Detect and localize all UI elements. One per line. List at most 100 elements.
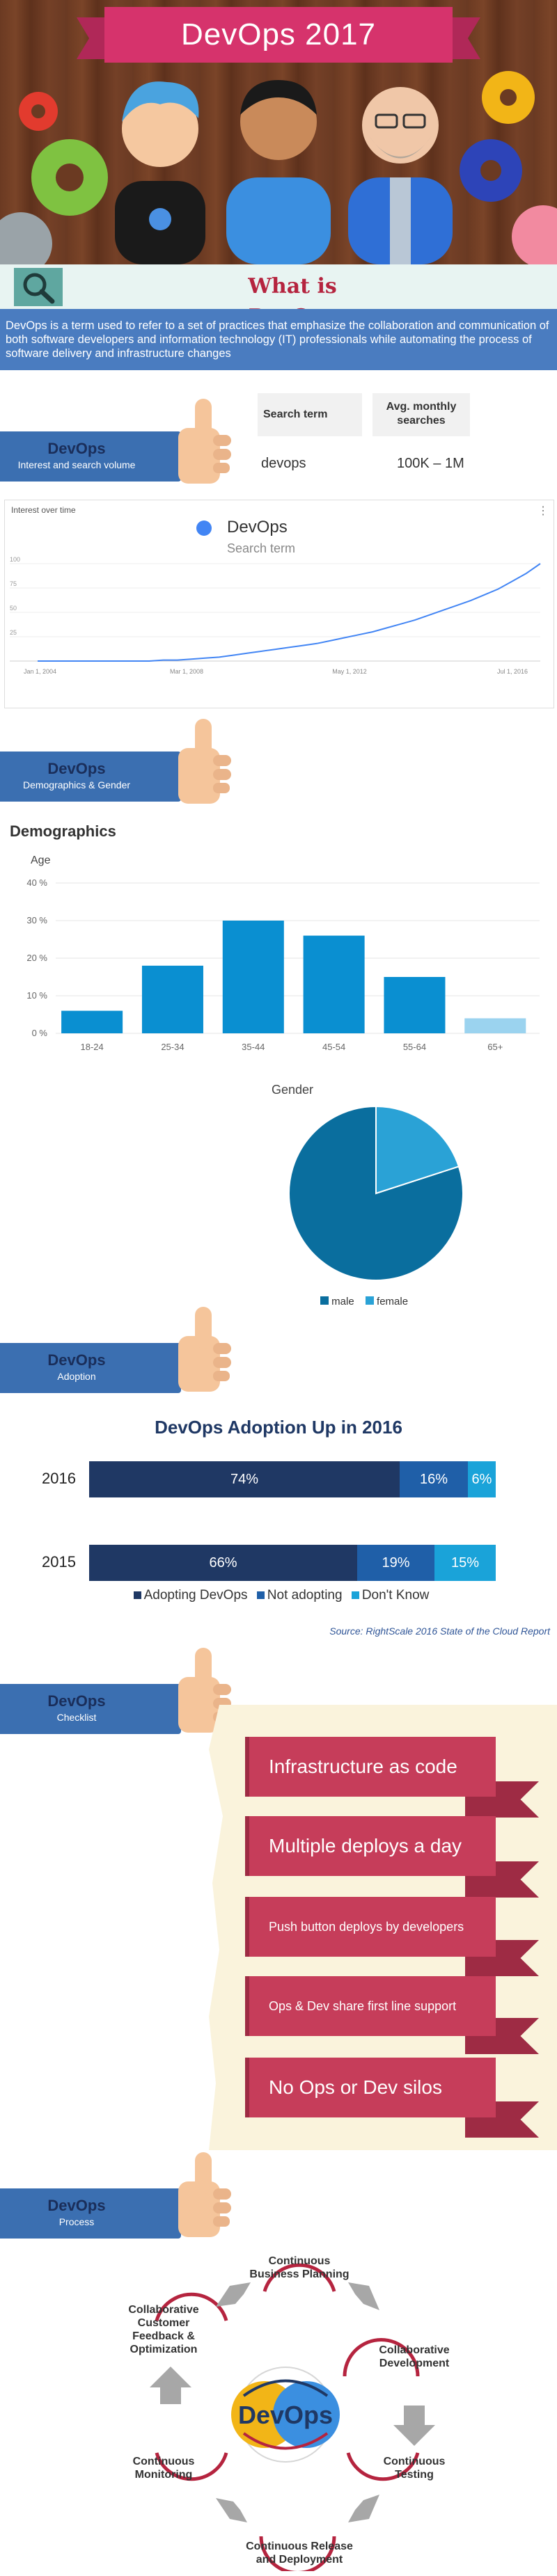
checklist-item: Multiple deploys a day bbox=[245, 1816, 496, 1876]
adoption-label-sub: Adoption bbox=[57, 1371, 96, 1382]
gender-chart bbox=[288, 1105, 464, 1281]
table-header-search-term: Search term bbox=[258, 393, 362, 436]
y-tick-label: 25 bbox=[10, 629, 17, 636]
process-step-line: Monitoring bbox=[134, 2469, 193, 2481]
process-step-line: Continuous bbox=[383, 2456, 446, 2467]
process-step-line: Customer bbox=[137, 2317, 190, 2329]
gender-chart-title: Gender bbox=[272, 1083, 314, 1097]
female-swatch bbox=[365, 1296, 374, 1305]
arrow-icon bbox=[348, 2282, 379, 2310]
table-header-monthly-searches: Avg. monthly searches bbox=[372, 393, 470, 436]
process-step: Collaborative Development bbox=[362, 2344, 466, 2370]
bar-dont-know-2016: 6% bbox=[468, 1461, 496, 1497]
demographics-label-title: DevOps bbox=[47, 760, 106, 777]
legend-adopting: Adopting DevOps bbox=[143, 1588, 248, 1603]
process-step-line: Testing bbox=[395, 2469, 434, 2481]
interest-series-sub: Search term bbox=[227, 541, 296, 555]
adoption-bar-2016: 74% 16% 6% bbox=[89, 1461, 496, 1497]
title-banner bbox=[104, 7, 453, 63]
age-bar bbox=[141, 965, 203, 1033]
y-tick-label: 30 % bbox=[26, 915, 47, 925]
checklist-item: Ops & Dev share first line support bbox=[245, 1976, 496, 2036]
gray-gear-icon bbox=[0, 212, 52, 264]
legend-not-adopting: Not adopting bbox=[267, 1588, 343, 1603]
interest-chart: 100 75 50 25 Jan 1, 2004 Mar 1, 2008 May 1, 20… bbox=[10, 556, 541, 675]
process-label: DevOps Process bbox=[0, 2188, 181, 2239]
arrow-icon bbox=[216, 2282, 251, 2307]
adoption-title: DevOps Adoption Up in 2016 bbox=[155, 1417, 402, 1438]
process-step: Continuous Business Planning bbox=[223, 2255, 376, 2281]
checklist-item: Infrastructure as code bbox=[245, 1737, 496, 1797]
y-tick-label: 50 bbox=[10, 605, 17, 612]
what-is-band bbox=[0, 264, 557, 309]
thumbs-up-icon bbox=[178, 1307, 231, 1392]
series-line-devops bbox=[38, 563, 541, 662]
what-is-description: DevOps is a term used to refer to a set … bbox=[0, 309, 557, 370]
process-arrows bbox=[150, 2282, 435, 2522]
x-tick-label: 18-24 bbox=[81, 1042, 104, 1052]
adoption-label-title: DevOps bbox=[47, 1351, 106, 1369]
arrow-icon bbox=[348, 2495, 379, 2522]
adoption-legend: Adopting DevOps Not adopting Don't Know bbox=[0, 1588, 557, 1603]
arrow-icon bbox=[216, 2498, 247, 2522]
y-tick-label: 75 bbox=[10, 580, 17, 587]
process-step-line: Continuous bbox=[268, 2255, 331, 2267]
x-tick-label: 25-34 bbox=[161, 1042, 184, 1052]
y-tick-label: 40 % bbox=[26, 877, 47, 888]
demographics-label: DevOps Demographics & Gender bbox=[0, 752, 181, 802]
table-cell-volume: 100K – 1M bbox=[397, 456, 464, 471]
legend-swatch-not-adopting bbox=[256, 1591, 265, 1599]
interest-chart-title: Interest over time bbox=[11, 505, 76, 515]
y-tick-label: 10 % bbox=[26, 990, 47, 1001]
interest-series-name: DevOps bbox=[227, 518, 288, 536]
age-bar bbox=[384, 977, 446, 1033]
interest-label-title: DevOps bbox=[47, 440, 106, 457]
checklist-label-sub: Checklist bbox=[56, 1712, 97, 1723]
process-step-line: Collaborative bbox=[128, 2304, 199, 2316]
x-tick-label: May 1, 2012 bbox=[332, 668, 367, 675]
hero-illustration bbox=[0, 71, 557, 264]
checklist-item: No Ops or Dev silos bbox=[245, 2058, 496, 2117]
age-bar bbox=[303, 935, 365, 1033]
age-chart: 40 % 30 % 20 % 10 % 0 % 18-24 25-34 35-44 45-54 5… bbox=[26, 877, 540, 1052]
process-step: Continuous Testing bbox=[362, 2455, 466, 2481]
process-step: Collaborative Customer Feedback & Optimi… bbox=[111, 2303, 216, 2356]
y-tick-label: 100 bbox=[10, 556, 20, 563]
devops-logo-text: DevOps bbox=[238, 2401, 333, 2429]
thumbs-up-icon bbox=[178, 2152, 231, 2237]
legend-female: female bbox=[377, 1296, 409, 1307]
x-tick-label: Jan 1, 2004 bbox=[24, 668, 56, 675]
y-tick-label: 0 % bbox=[32, 1028, 48, 1038]
process-arcs bbox=[155, 2263, 420, 2571]
x-tick-label: 35-44 bbox=[242, 1042, 265, 1052]
adoption-label: DevOps Adoption bbox=[0, 1343, 181, 1393]
process-label-title: DevOps bbox=[47, 2197, 106, 2214]
more-options-icon[interactable]: ⋮ bbox=[538, 505, 549, 517]
series-dot-icon bbox=[196, 520, 212, 536]
magnifier-icon bbox=[14, 268, 63, 306]
gender-legend: male female bbox=[320, 1296, 408, 1307]
bar-adopting-2016: 74% bbox=[89, 1461, 400, 1497]
page-title: DevOps 2017 bbox=[180, 17, 377, 51]
legend-swatch-adopting bbox=[133, 1591, 141, 1599]
checklist-label-title: DevOps bbox=[47, 1692, 106, 1710]
pie-slice-female bbox=[375, 1105, 460, 1195]
arrow-icon bbox=[393, 2406, 435, 2446]
bar-not-adopting-2016: 16% bbox=[400, 1461, 468, 1497]
age-bar bbox=[61, 1010, 123, 1033]
process-step-line: Collaborative bbox=[379, 2344, 450, 2356]
age-bar bbox=[222, 921, 284, 1033]
person-2 bbox=[226, 177, 331, 264]
interest-label: DevOps Interest and search volume bbox=[0, 431, 181, 482]
process-step-line: Business Planning bbox=[249, 2268, 350, 2280]
male-swatch bbox=[320, 1296, 329, 1305]
arrow-icon bbox=[150, 2367, 191, 2404]
process-cycle: DevOps bbox=[150, 2263, 435, 2571]
pink-gear-icon bbox=[512, 205, 557, 264]
thumbs-up-icon bbox=[178, 399, 231, 484]
process-step: Continuous Release and Deployment bbox=[223, 2540, 376, 2566]
adoption-year-2015: 2015 bbox=[42, 1553, 76, 1571]
legend-male: male bbox=[331, 1296, 354, 1307]
bar-dont-know-2015: 15% bbox=[434, 1545, 496, 1581]
process-step-line: and Deployment bbox=[256, 2554, 343, 2566]
